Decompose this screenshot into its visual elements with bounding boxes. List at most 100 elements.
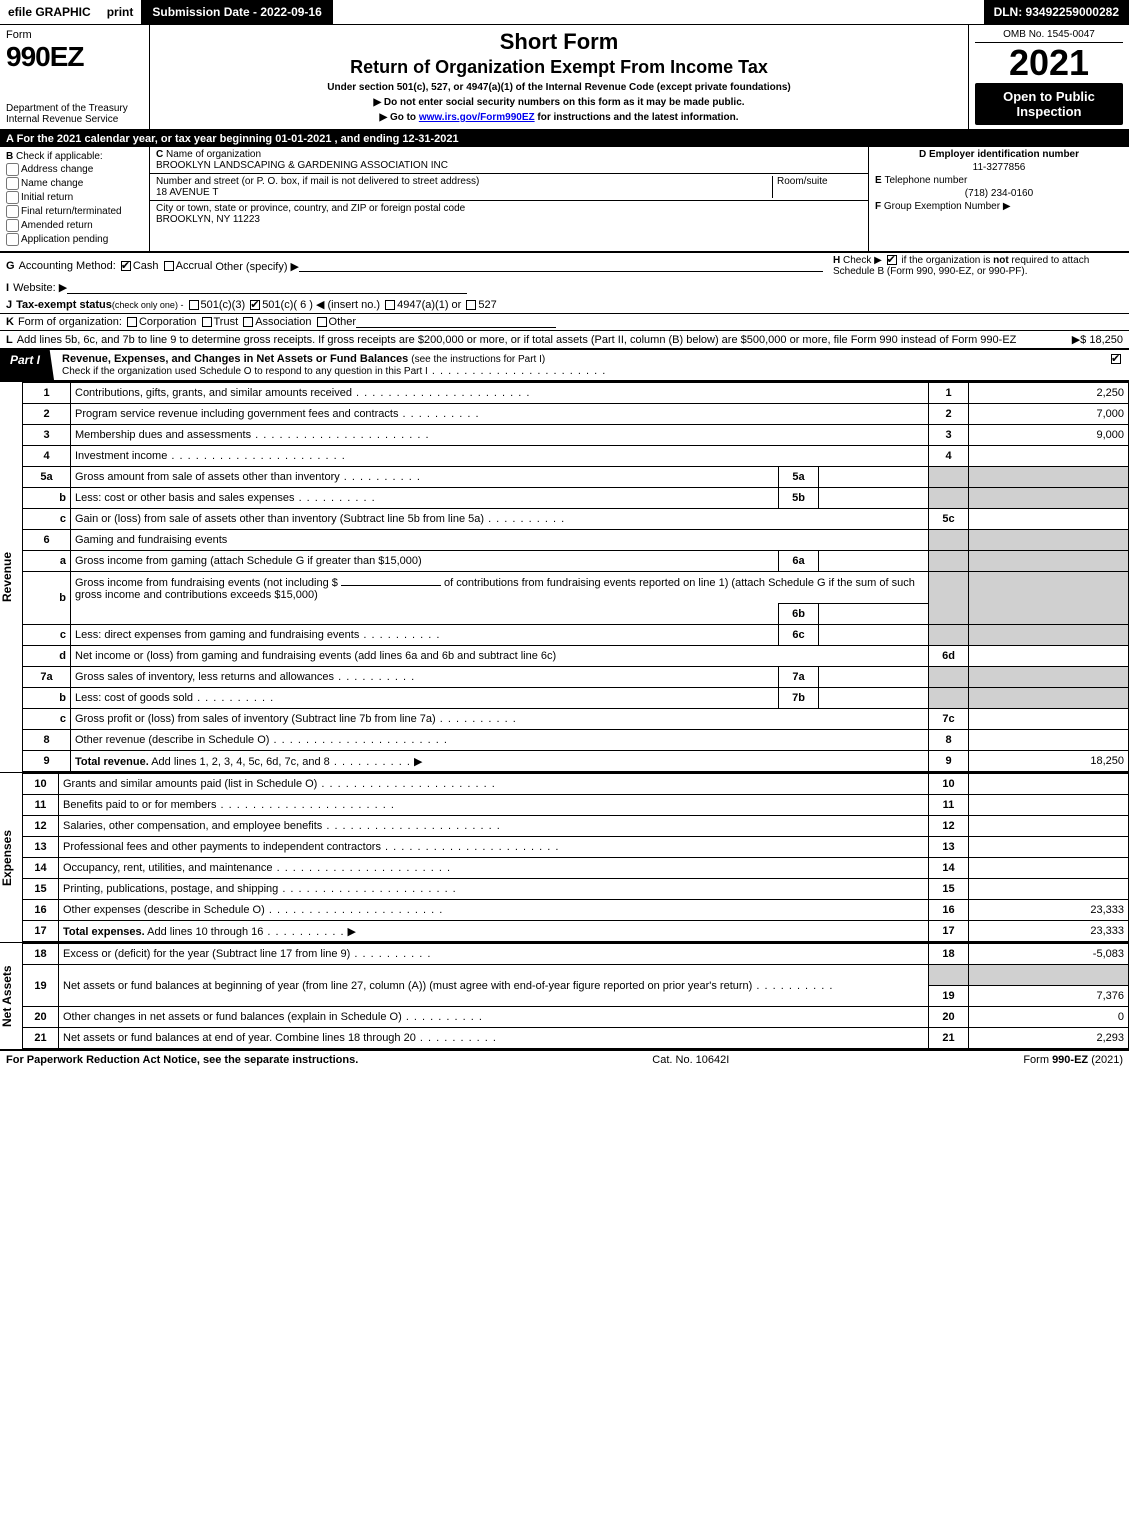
chk-assoc[interactable] (243, 317, 253, 327)
l9-t: Total revenue. (75, 756, 149, 768)
l18-v: -5,083 (969, 944, 1129, 965)
l15-v (969, 879, 1129, 900)
line-6d: dNet income or (loss) from gaming and fu… (23, 646, 1129, 667)
topbar-spacer (333, 0, 984, 24)
chk-501c3[interactable] (189, 300, 199, 310)
l21-t: Net assets or fund balances at end of ye… (63, 1032, 416, 1044)
page-footer: For Paperwork Reduction Act Notice, see … (0, 1051, 1129, 1069)
g-fill[interactable] (299, 260, 823, 272)
chk-address-change[interactable]: Address change (6, 163, 143, 176)
line-17: 17Total expenses. Add lines 10 through 1… (23, 921, 1129, 942)
b-opt-0: Address change (21, 164, 93, 175)
j-lab: Tax-exempt status (16, 299, 112, 311)
g-lab: Accounting Method: (19, 260, 116, 272)
chk-name-change[interactable]: Name change (6, 177, 143, 190)
chk-initial-return[interactable]: Initial return (6, 191, 143, 204)
part-i-paren: (see the instructions for Part I) (411, 354, 545, 365)
l5c-v (969, 509, 1129, 530)
expenses-table: 10Grants and similar amounts paid (list … (22, 773, 1129, 942)
g-cash: Cash (133, 260, 159, 272)
l21-v: 2,293 (969, 1028, 1129, 1049)
chk-501c[interactable] (250, 300, 260, 310)
l16-t: Other expenses (describe in Schedule O) (63, 904, 265, 916)
l6d-t: Net income or (loss) from gaming and fun… (71, 646, 929, 667)
efile-text: efile GRAPHIC (8, 5, 91, 19)
line-14: 14Occupancy, rent, utilities, and mainte… (23, 858, 1129, 879)
col-c: C Name of organization BROOKLYN LANDSCAP… (150, 147, 869, 251)
k-assoc: Association (255, 316, 311, 328)
chk-other[interactable] (317, 317, 327, 327)
b-opt-2: Initial return (21, 192, 73, 203)
dept-label: Department of the Treasury Internal Reve… (6, 103, 143, 125)
l6-t: Gaming and fundraising events (71, 530, 929, 551)
g-other: Other (specify) ▶ (215, 260, 299, 273)
b-opt-1: Name change (21, 178, 83, 189)
print-link[interactable]: print (99, 0, 142, 24)
d-val: 11-3277856 (875, 162, 1123, 173)
k-corp: Corporation (139, 316, 196, 328)
top-bar: efile GRAPHIC print Submission Date - 20… (0, 0, 1129, 25)
b-opt-4: Amended return (21, 220, 93, 231)
l9-t2: Add lines 1, 2, 3, 4, 5c, 6d, 7c, and 8 (149, 756, 330, 768)
g-accrual: Accrual (176, 260, 213, 272)
l14-v (969, 858, 1129, 879)
chk-schedule-o[interactable] (1111, 354, 1121, 364)
chk-527[interactable] (466, 300, 476, 310)
h-not: not (993, 255, 1009, 266)
efile-link[interactable]: efile GRAPHIC (0, 0, 99, 24)
footer-right-pre: Form (1023, 1054, 1052, 1066)
tax-year: 2021 (975, 45, 1123, 81)
l20-v: 0 (969, 1007, 1129, 1028)
chk-cash[interactable] (121, 261, 131, 271)
l6a-t: Gross income from gaming (attach Schedul… (75, 555, 422, 567)
line-7b: bLess: cost of goods sold7b (23, 688, 1129, 709)
chk-trust[interactable] (202, 317, 212, 327)
line-2: 2Program service revenue including gover… (23, 404, 1129, 425)
l11-t: Benefits paid to or for members (63, 799, 216, 811)
footer-mid: Cat. No. 10642I (358, 1054, 1023, 1066)
l17-v: 23,333 (969, 921, 1129, 942)
goto-link[interactable]: www.irs.gov/Form990EZ (419, 112, 535, 123)
warn-ssn: Do not enter social security numbers on … (156, 97, 962, 108)
j-o1: 501(c)(3) (201, 299, 246, 311)
line-8: 8Other revenue (describe in Schedule O)8 (23, 730, 1129, 751)
l3-t: Membership dues and assessments (75, 429, 251, 441)
l13-t: Professional fees and other payments to … (63, 841, 381, 853)
expenses-section: Expenses 10Grants and similar amounts pa… (0, 772, 1129, 942)
l19-v: 7,376 (969, 986, 1129, 1007)
l10-v (969, 774, 1129, 795)
l5c-t: Gain or (loss) from sale of assets other… (75, 513, 484, 525)
omb-number: OMB No. 1545-0047 (975, 29, 1123, 43)
chk-accrual[interactable] (164, 261, 174, 271)
line-6c: cLess: direct expenses from gaming and f… (23, 625, 1129, 646)
k-trust: Trust (214, 316, 239, 328)
chk-application-pending[interactable]: Application pending (6, 233, 143, 246)
part-i-tab: Part I (0, 350, 54, 380)
chk-amended-return[interactable]: Amended return (6, 219, 143, 232)
chk-4947[interactable] (385, 300, 395, 310)
l6b-t1: Gross income from fundraising events (no… (75, 577, 338, 589)
website-input[interactable] (67, 282, 467, 294)
line-9: 9Total revenue. Add lines 1, 2, 3, 4, 5c… (23, 751, 1129, 772)
line-10: 10Grants and similar amounts paid (list … (23, 774, 1129, 795)
chk-h[interactable] (887, 255, 897, 265)
i-lab: Website: ▶ (13, 281, 67, 294)
footer-right-post: (2021) (1088, 1054, 1123, 1066)
l9-v: 18,250 (969, 751, 1129, 772)
expenses-label: Expenses (0, 773, 22, 942)
print-text: print (107, 5, 134, 19)
l4-v (969, 446, 1129, 467)
submission-date: Submission Date - 2022-09-16 (141, 0, 332, 24)
dln-label: DLN: 93492259000282 (984, 0, 1129, 24)
chk-final-return[interactable]: Final return/terminated (6, 205, 143, 218)
b-opt-5: Application pending (21, 234, 108, 245)
l18-t: Excess or (deficit) for the year (Subtra… (63, 948, 350, 960)
k-other-fill[interactable] (356, 316, 556, 328)
revenue-label: Revenue (0, 382, 22, 772)
chk-corp[interactable] (127, 317, 137, 327)
form-word: Form (6, 29, 143, 41)
l8-t: Other revenue (describe in Schedule O) (75, 734, 269, 746)
l17-t: Total expenses. (63, 926, 145, 938)
header-left: Form 990EZ Department of the Treasury In… (0, 25, 150, 129)
f-arrow: ▶ (1003, 201, 1011, 212)
